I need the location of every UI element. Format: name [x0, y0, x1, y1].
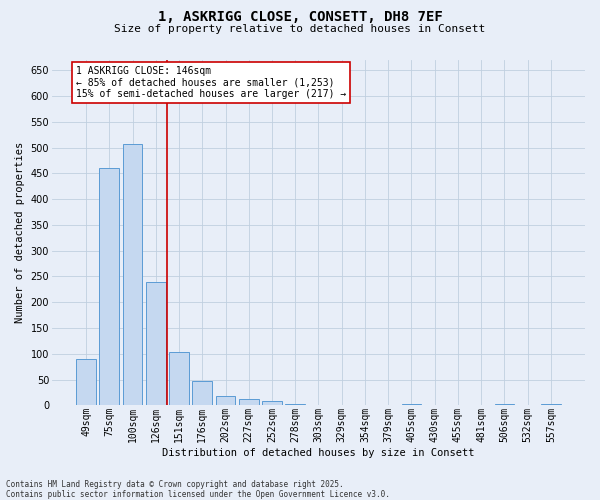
X-axis label: Distribution of detached houses by size in Consett: Distribution of detached houses by size … [162, 448, 475, 458]
Text: Contains HM Land Registry data © Crown copyright and database right 2025.
Contai: Contains HM Land Registry data © Crown c… [6, 480, 390, 499]
Bar [286, 404, 305, 406]
Bar [100, 168, 119, 406]
Bar [169, 352, 189, 406]
Bar [215, 396, 235, 406]
Bar [193, 381, 212, 406]
Bar [401, 404, 421, 406]
Text: 1, ASKRIGG CLOSE, CONSETT, DH8 7EF: 1, ASKRIGG CLOSE, CONSETT, DH8 7EF [158, 10, 442, 24]
Text: 1 ASKRIGG CLOSE: 146sqm
← 85% of detached houses are smaller (1,253)
15% of semi: 1 ASKRIGG CLOSE: 146sqm ← 85% of detache… [76, 66, 346, 100]
Bar [76, 359, 96, 406]
Bar [146, 282, 166, 406]
Bar [262, 401, 282, 406]
Bar [541, 404, 561, 406]
Bar [239, 398, 259, 406]
Bar [494, 404, 514, 406]
Bar [122, 144, 142, 406]
Y-axis label: Number of detached properties: Number of detached properties [15, 142, 25, 324]
Text: Size of property relative to detached houses in Consett: Size of property relative to detached ho… [115, 24, 485, 34]
